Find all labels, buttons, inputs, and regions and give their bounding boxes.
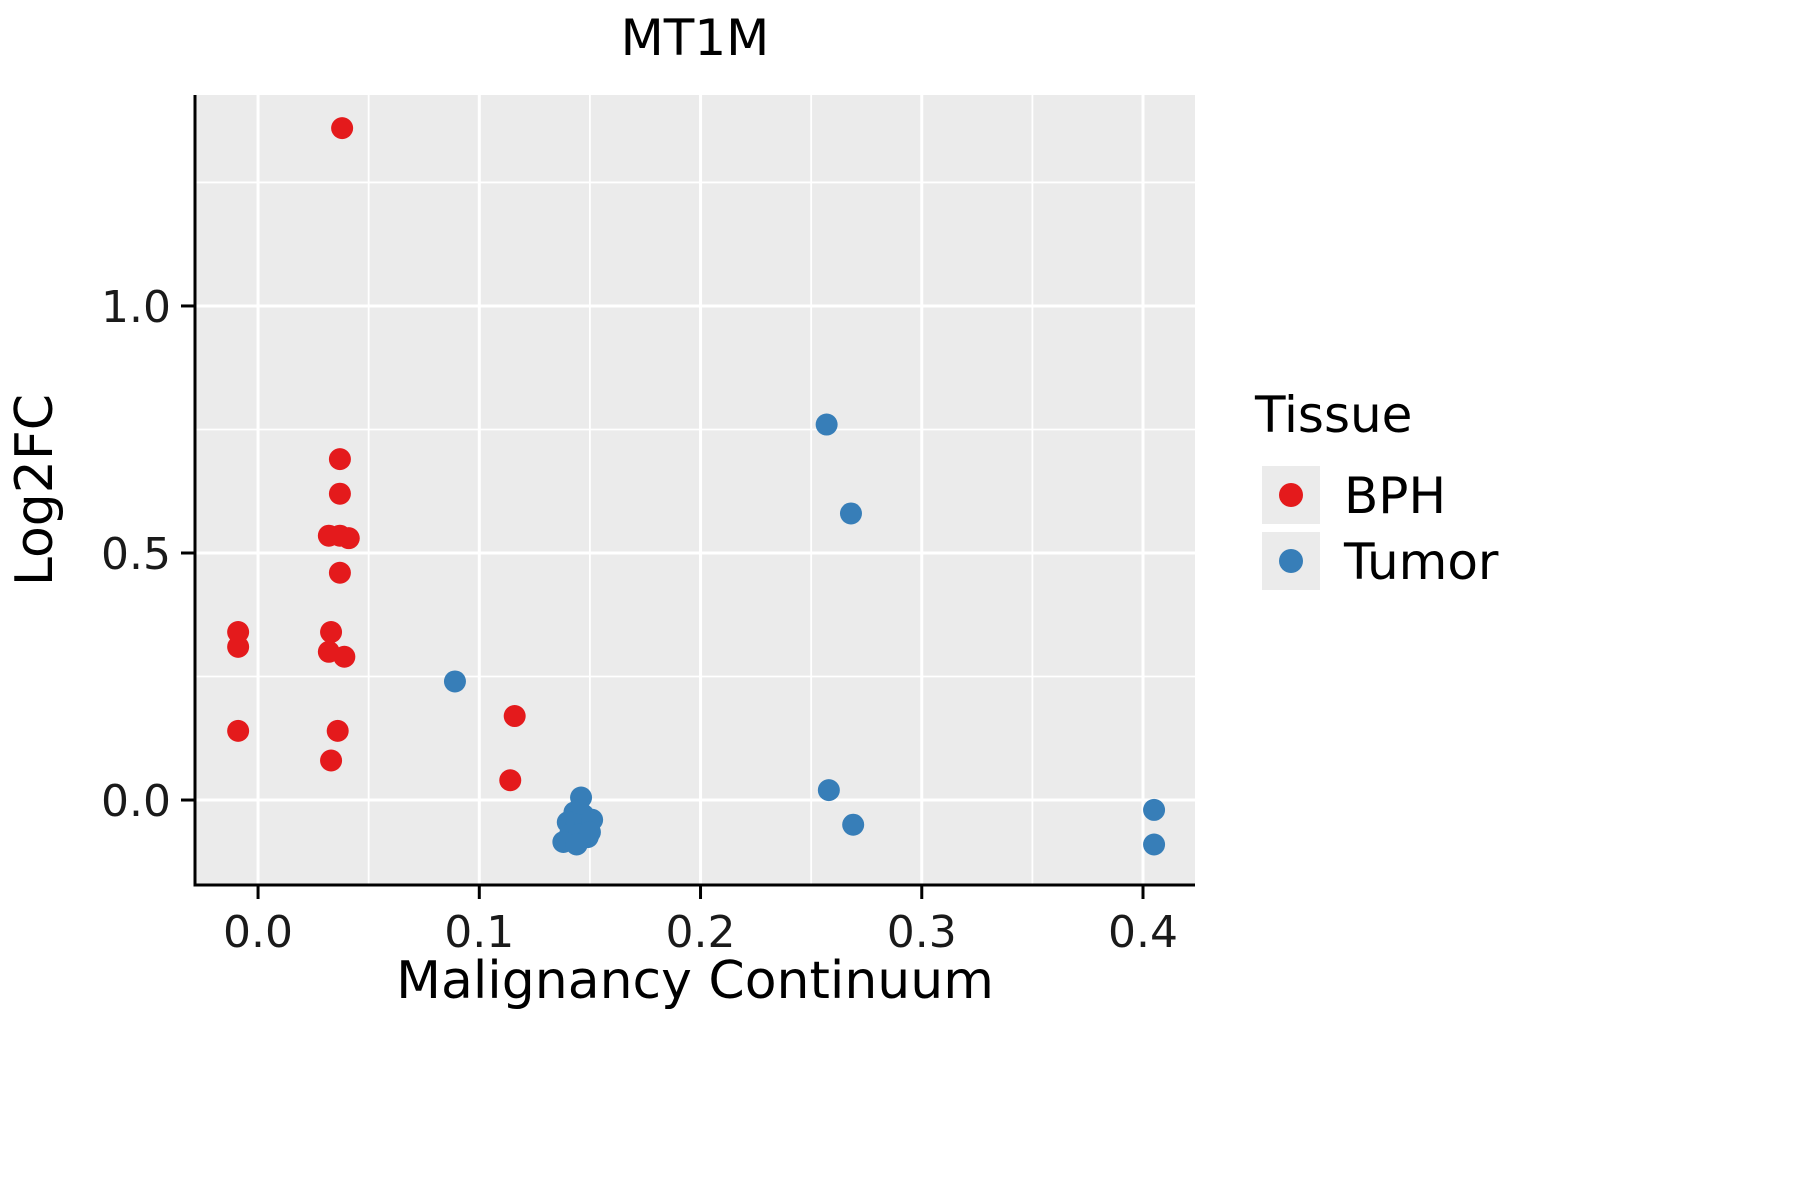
tick-labels-layer: 0.0 0.1 0.2 0.3 0.4 0.0 0.5 1.0 xyxy=(101,282,1178,958)
data-point-tumor xyxy=(578,821,601,844)
legend-key-bph-dot xyxy=(1279,483,1303,507)
x-tick-label: 0.2 xyxy=(666,907,736,958)
y-axis-title: Log2FC xyxy=(5,394,65,586)
x-axis-title: Malignancy Continuum xyxy=(396,951,994,1011)
data-point-bph xyxy=(320,621,343,644)
data-point-bph xyxy=(320,749,343,772)
legend-key-tumor-dot xyxy=(1279,549,1303,573)
legend: Tissue BPH Tumor xyxy=(1254,386,1499,591)
major-gridlines xyxy=(195,95,1195,885)
data-point-bph xyxy=(328,561,351,584)
data-point-bph xyxy=(333,645,356,668)
data-point-tumor xyxy=(815,413,838,436)
data-point-bph xyxy=(328,482,351,505)
data-point-tumor xyxy=(817,779,840,802)
data-point-tumor xyxy=(443,670,466,693)
data-points-layer xyxy=(227,117,1166,856)
legend-label-bph: BPH xyxy=(1344,467,1446,525)
legend-label-tumor: Tumor xyxy=(1343,533,1499,591)
legend-title: Tissue xyxy=(1254,386,1412,444)
y-tick-label: 0.0 xyxy=(101,776,171,827)
y-tick-label: 0.5 xyxy=(101,529,171,580)
data-point-tumor xyxy=(842,813,865,836)
data-point-tumor xyxy=(1143,798,1166,821)
x-tick-label: 0.4 xyxy=(1108,907,1178,958)
x-tick-label: 0.1 xyxy=(444,907,514,958)
data-point-bph xyxy=(499,769,522,792)
data-point-bph xyxy=(326,719,349,742)
data-point-bph xyxy=(503,705,526,728)
y-tick-label: 1.0 xyxy=(101,282,171,333)
data-point-bph xyxy=(227,635,250,658)
series-tumor xyxy=(443,413,1166,856)
chart-title: MT1M xyxy=(621,9,770,67)
data-point-bph xyxy=(337,527,360,550)
data-point-tumor xyxy=(1143,833,1166,856)
data-point-bph xyxy=(227,719,250,742)
minor-gridlines xyxy=(195,95,1195,885)
plot-panel xyxy=(195,95,1195,885)
x-tick-label: 0.0 xyxy=(223,907,293,958)
data-point-bph xyxy=(328,448,351,471)
axes-layer xyxy=(193,95,1195,887)
data-point-bph xyxy=(331,117,354,140)
series-bph xyxy=(227,117,526,792)
x-tick-label: 0.3 xyxy=(887,907,957,958)
data-point-tumor xyxy=(839,502,862,525)
